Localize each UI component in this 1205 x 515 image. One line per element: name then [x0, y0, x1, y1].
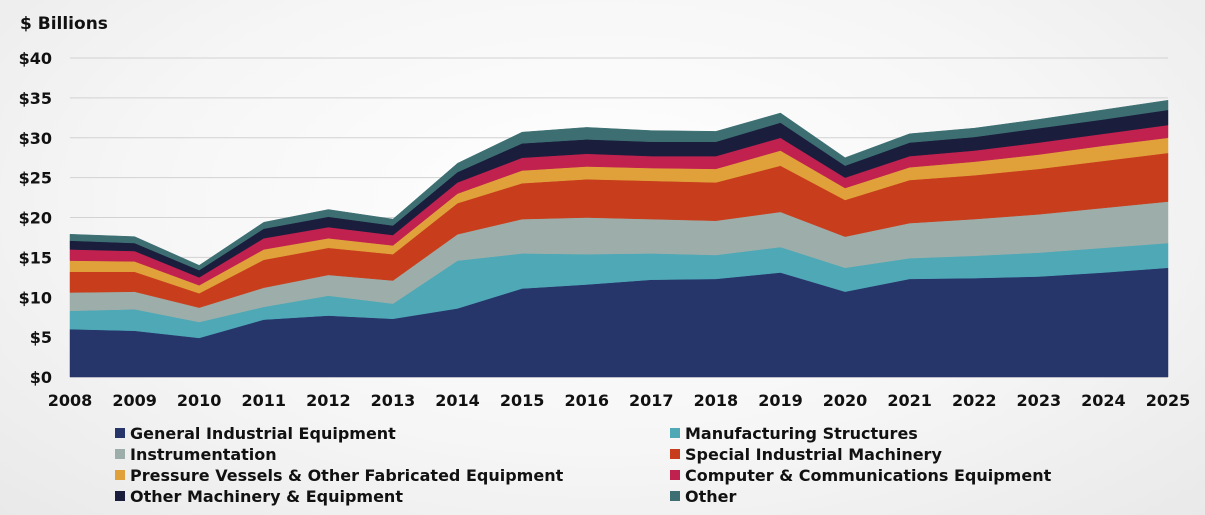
y-tick-label: $30 — [19, 129, 52, 148]
legend-swatch — [670, 449, 680, 459]
x-tick-label: 2011 — [241, 391, 286, 410]
x-tick-label: 2008 — [48, 391, 93, 410]
x-axis-ticks: 2008 2009 2010 2011 2012 2013 2014 2015 2016 2017… — [48, 391, 1191, 410]
x-tick-label: 2010 — [177, 391, 222, 410]
legend-item: Computer & Communications Equipment — [670, 466, 1052, 485]
y-tick-label: $5 — [30, 328, 52, 347]
area-other — [69, 99, 1169, 271]
legend-item: Pressure Vessels & Other Fabricated Equi… — [115, 466, 564, 485]
legend-swatch — [670, 470, 680, 480]
legend-swatch — [115, 449, 125, 459]
x-tick-label: 2013 — [371, 391, 416, 410]
x-tick-label: 2017 — [629, 391, 674, 410]
x-tick-label: 2014 — [435, 391, 480, 410]
x-tick-label: 2016 — [564, 391, 609, 410]
legend-item: Manufacturing Structures — [670, 424, 918, 443]
x-tick-label: 2020 — [823, 391, 868, 410]
legend-item: Special Industrial Machinery — [670, 445, 942, 464]
y-axis-ticks: $0 $5 $10 $15 $20 $25 $30 $35 $40 — [19, 49, 52, 387]
series-areas — [69, 99, 1169, 378]
legend-item: Other Machinery & Equipment — [115, 487, 403, 506]
legend-swatch — [115, 428, 125, 438]
legend-swatch — [670, 428, 680, 438]
x-tick-label: 2022 — [952, 391, 997, 410]
x-tick-label: 2025 — [1146, 391, 1191, 410]
x-tick-label: 2021 — [887, 391, 932, 410]
x-tick-label: 2015 — [500, 391, 545, 410]
legend: General Industrial Equipment Manufacturin… — [115, 424, 1052, 506]
legend-label: General Industrial Equipment — [130, 424, 396, 443]
y-tick-label: $20 — [19, 209, 52, 228]
legend-item: Instrumentation — [115, 445, 277, 464]
legend-label: Computer & Communications Equipment — [685, 466, 1052, 485]
legend-label: Other Machinery & Equipment — [130, 487, 403, 506]
legend-label: Pressure Vessels & Other Fabricated Equi… — [130, 466, 564, 485]
legend-swatch — [670, 491, 680, 501]
legend-item: Other — [670, 487, 736, 506]
y-tick-label: $35 — [19, 89, 52, 108]
legend-label: Special Industrial Machinery — [685, 445, 942, 464]
x-tick-label: 2019 — [758, 391, 803, 410]
y-axis-title: $ Billions — [20, 14, 108, 34]
legend-label: Instrumentation — [130, 445, 277, 464]
y-tick-label: $25 — [19, 169, 52, 188]
y-tick-label: $40 — [19, 49, 52, 68]
x-tick-label: 2023 — [1017, 391, 1062, 410]
legend-swatch — [115, 491, 125, 501]
y-tick-label: $10 — [19, 288, 52, 307]
legend-swatch — [115, 470, 125, 480]
x-tick-label: 2012 — [306, 391, 351, 410]
x-tick-label: 2024 — [1081, 391, 1126, 410]
y-tick-label: $0 — [30, 368, 52, 387]
legend-label: Manufacturing Structures — [685, 424, 918, 443]
x-tick-label: 2009 — [112, 391, 157, 410]
legend-label: Other — [685, 487, 736, 506]
x-tick-label: 2018 — [694, 391, 739, 410]
y-tick-label: $15 — [19, 248, 52, 267]
legend-item: General Industrial Equipment — [115, 424, 396, 443]
